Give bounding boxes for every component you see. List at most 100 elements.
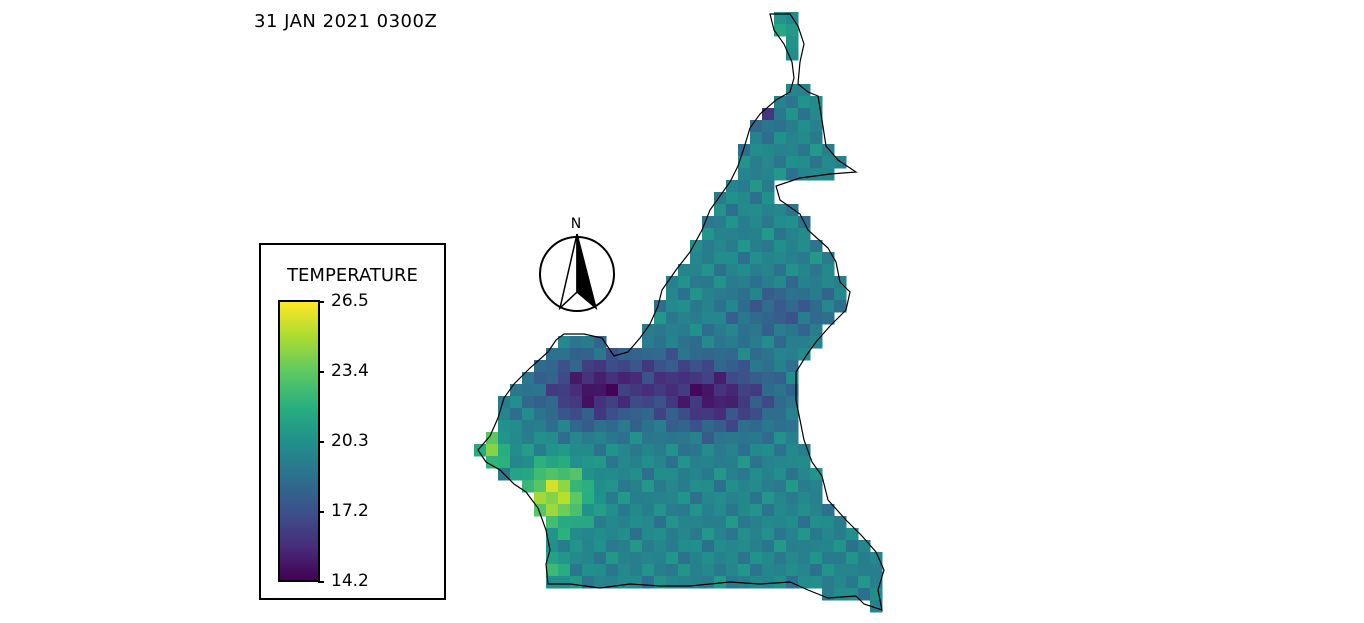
grid-cell	[690, 540, 703, 553]
grid-cell	[690, 300, 703, 313]
grid-cell	[582, 372, 595, 385]
grid-cell	[786, 84, 799, 97]
grid-cell	[714, 552, 727, 565]
grid-cell	[690, 276, 703, 289]
grid-cell	[558, 504, 571, 517]
grid-cell	[582, 528, 595, 541]
grid-cell	[750, 444, 763, 457]
grid-cell	[786, 492, 799, 505]
grid-cell	[738, 144, 751, 157]
grid-cell	[510, 432, 523, 445]
grid-cell	[522, 372, 535, 385]
grid-cell	[738, 552, 751, 565]
grid-cell	[810, 300, 823, 313]
grid-cell	[642, 360, 655, 373]
grid-cell	[510, 408, 523, 421]
grid-cell	[774, 324, 787, 337]
grid-cell	[690, 468, 703, 481]
grid-cell	[558, 468, 571, 481]
grid-cell	[774, 264, 787, 277]
grid-cell	[690, 516, 703, 529]
grid-cell	[666, 384, 679, 397]
grid-cell	[786, 132, 799, 145]
grid-cell	[798, 120, 811, 133]
grid-cell	[594, 552, 607, 565]
grid-cell	[594, 360, 607, 373]
grid-cell	[750, 144, 763, 157]
grid-cell	[618, 504, 631, 517]
grid-cell	[642, 528, 655, 541]
grid-cell	[690, 480, 703, 493]
grid-cell	[606, 564, 619, 577]
colorbar-tick-label: 14.2	[331, 571, 369, 591]
grid-cell	[786, 348, 799, 361]
grid-cell	[786, 360, 799, 373]
grid-cell	[774, 552, 787, 565]
grid-cell	[534, 372, 547, 385]
grid-cell	[786, 168, 799, 181]
grid-cell	[666, 540, 679, 553]
grid-cell	[594, 540, 607, 553]
grid-cell	[786, 444, 799, 457]
grid-cell	[714, 204, 727, 217]
grid-cell	[558, 336, 571, 349]
grid-cell	[774, 120, 787, 133]
grid-cell	[510, 396, 523, 409]
grid-cell	[690, 240, 703, 253]
grid-cell	[534, 360, 547, 373]
grid-cell	[678, 504, 691, 517]
grid-cell	[810, 504, 823, 517]
grid-cell	[522, 408, 535, 421]
grid-cell	[630, 384, 643, 397]
grid-cell	[810, 240, 823, 253]
grid-cell	[726, 396, 739, 409]
grid-cell	[786, 372, 799, 385]
grid-cell	[834, 564, 847, 577]
grid-cell	[678, 360, 691, 373]
grid-cell	[558, 396, 571, 409]
grid-cell	[690, 420, 703, 433]
grid-cell	[750, 240, 763, 253]
grid-cell	[654, 456, 667, 469]
grid-cell	[762, 156, 775, 169]
grid-cell	[642, 516, 655, 529]
grid-cell	[786, 564, 799, 577]
grid-cell	[798, 276, 811, 289]
grid-cell	[678, 528, 691, 541]
grid-cell	[690, 444, 703, 457]
grid-cell	[558, 348, 571, 361]
grid-cell	[810, 468, 823, 481]
grid-cell	[618, 444, 631, 457]
grid-cell	[798, 240, 811, 253]
grid-cell	[762, 168, 775, 181]
grid-cell	[786, 312, 799, 325]
grid-cell	[630, 396, 643, 409]
grid-cell	[654, 420, 667, 433]
grid-cell	[630, 564, 643, 577]
grid-cell	[774, 504, 787, 517]
grid-cell	[822, 144, 835, 157]
grid-cell	[774, 528, 787, 541]
grid-cell	[606, 540, 619, 553]
grid-cell	[654, 396, 667, 409]
grid-cell	[678, 264, 691, 277]
grid-cell	[642, 324, 655, 337]
grid-cell	[618, 540, 631, 553]
grid-cell	[678, 324, 691, 337]
grid-cell	[546, 372, 559, 385]
grid-cell	[582, 504, 595, 517]
grid-cell	[726, 228, 739, 241]
grid-cell	[834, 588, 847, 601]
grid-cell	[810, 156, 823, 169]
grid-cell	[762, 552, 775, 565]
grid-cell	[858, 588, 871, 601]
grid-cell	[822, 504, 835, 517]
temperature-grid	[474, 12, 883, 613]
grid-cell	[762, 432, 775, 445]
grid-cell	[714, 504, 727, 517]
grid-cell	[786, 324, 799, 337]
grid-cell	[774, 336, 787, 349]
grid-cell	[750, 384, 763, 397]
grid-cell	[606, 384, 619, 397]
